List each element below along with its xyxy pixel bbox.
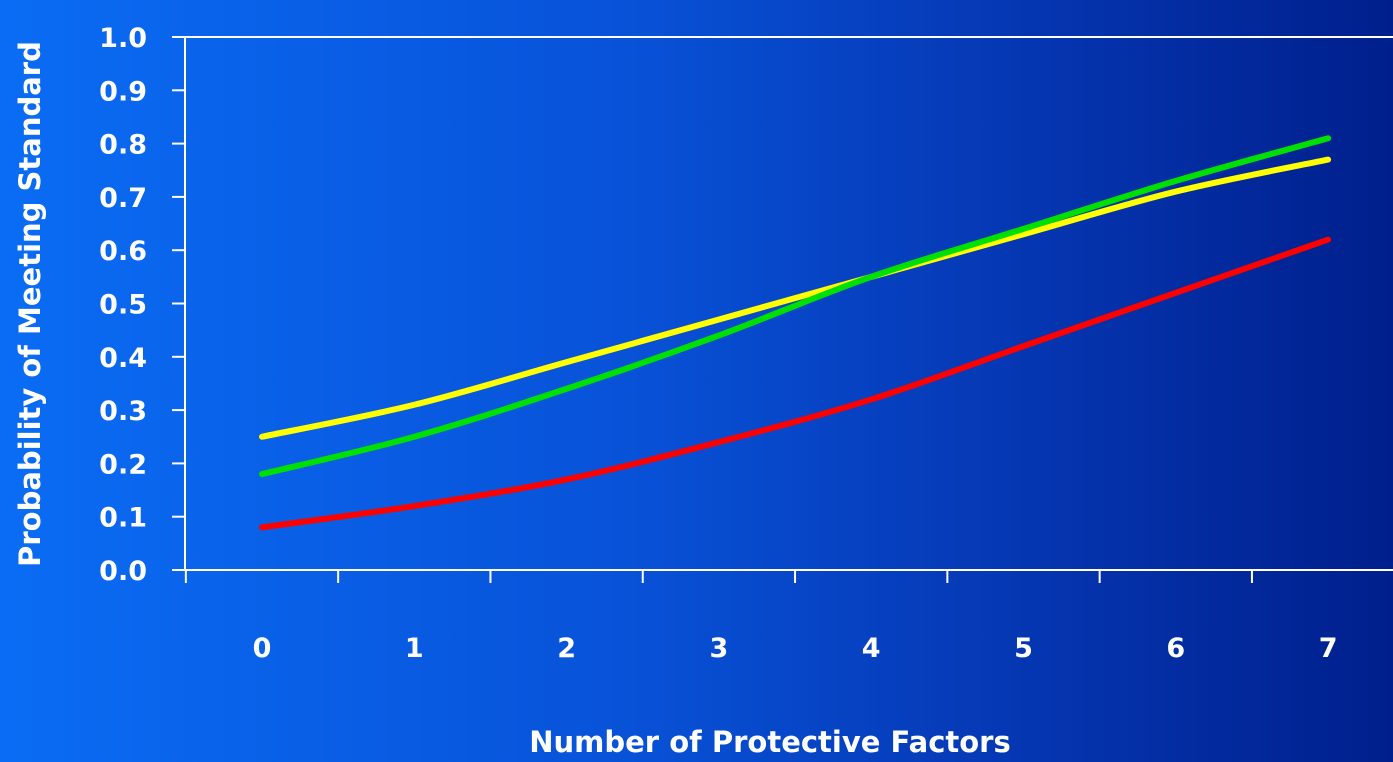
x-tick-label: 1	[405, 633, 424, 664]
y-tick-label: 0.7	[99, 183, 147, 214]
x-tick-label: 2	[557, 633, 576, 664]
y-tick-label: 0.5	[99, 290, 147, 321]
y-tick-label: 0.0	[99, 556, 147, 587]
y-ticks: 0.0 0.1 0.2 0.3 0.4 0.5 0.6 0.7 0.8 0.9 1.0	[99, 23, 185, 587]
y-tick-label: 1.0	[99, 23, 147, 54]
y-tick-label: 0.1	[99, 503, 147, 534]
y-tick-label: 0.9	[99, 76, 147, 107]
y-tick-label: 0.8	[99, 130, 147, 161]
x-tick-label: 4	[862, 633, 881, 664]
y-tick-label: 0.6	[99, 236, 147, 267]
x-tick-label: 5	[1014, 633, 1033, 664]
y-tick-label: 0.3	[99, 396, 147, 427]
x-axis-title: Number of Protective Factors	[529, 725, 1011, 759]
axes	[184, 36, 1393, 571]
y-axis-title: Probability of Meeting Standard	[13, 41, 47, 567]
x-tick-label: 6	[1166, 633, 1185, 664]
series-line-1	[259, 156, 1332, 440]
y-tick-label: 0.4	[99, 343, 147, 374]
series-line-2	[259, 135, 1332, 478]
x-tick-label: 7	[1319, 633, 1338, 664]
series-line-3	[259, 236, 1332, 531]
x-tick-label: 0	[253, 633, 272, 664]
y-tick-label: 0.2	[99, 449, 147, 480]
x-tick-label: 3	[710, 633, 729, 664]
x-ticks: 0 1 2 3 4 5 6 7	[184, 570, 1338, 664]
series-lines	[259, 135, 1332, 531]
